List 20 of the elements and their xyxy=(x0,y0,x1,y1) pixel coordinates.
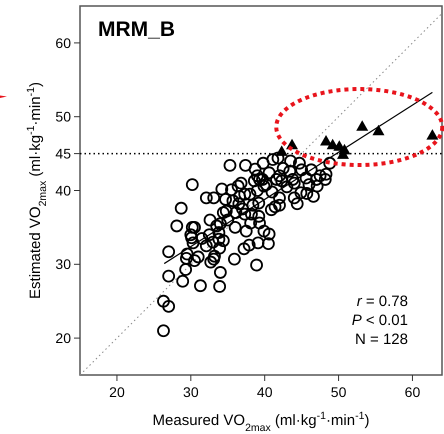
point xyxy=(426,129,438,140)
x-axis-title: Measured VO$_{2max}$ (ml·kg$^{-1}$·min$^{-1}$) xyxy=(152,410,370,434)
point xyxy=(356,120,368,131)
x-tick-label: 50 xyxy=(330,384,347,400)
x-tick-label: 60 xyxy=(404,384,420,400)
text: MRM_B xyxy=(98,18,175,41)
annotation: r = 0.78 xyxy=(356,293,408,310)
x-tick-label: 40 xyxy=(256,384,273,400)
y-tick-label: 20 xyxy=(55,330,72,346)
y-tick-label: 60 xyxy=(55,34,72,51)
y-tick-label: 50 xyxy=(55,108,72,125)
x-tick-label: 30 xyxy=(183,384,199,400)
point xyxy=(372,124,384,136)
y-tick-label: 40 xyxy=(55,182,72,198)
point xyxy=(276,145,288,156)
annotation: N = 128 xyxy=(355,331,408,348)
annotation: P < 0.01 xyxy=(352,312,408,329)
x-tick-label: 20 xyxy=(109,384,125,400)
y-tick-label: 45 xyxy=(55,146,72,162)
y-tick-label: 30 xyxy=(55,256,72,272)
